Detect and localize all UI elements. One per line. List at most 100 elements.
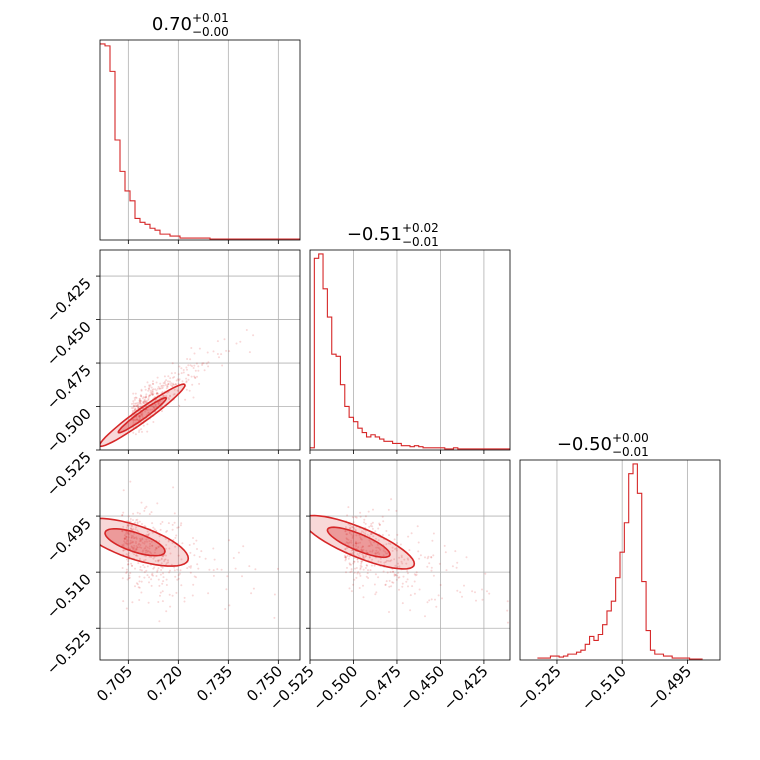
scatter-point (359, 574, 362, 577)
scatter-point (152, 380, 154, 383)
scatter-point (358, 534, 361, 537)
scatter-point (381, 534, 384, 536)
scatter-point (161, 590, 164, 593)
scatter-point (216, 340, 219, 343)
scatter-point (355, 534, 358, 537)
scatter-point (359, 567, 362, 569)
scatter-point (148, 540, 151, 543)
scatter-point (173, 383, 176, 386)
scatter-point (135, 405, 138, 408)
scatter-point (147, 397, 150, 400)
scatter-point (137, 586, 140, 589)
scatter-point (385, 530, 388, 532)
scatter-point (225, 349, 228, 352)
scatter-point (359, 541, 362, 544)
scatter-point (353, 560, 355, 563)
scatter-point (122, 511, 125, 514)
scatter-point (129, 541, 132, 544)
scatter-point (159, 573, 162, 576)
scatter-point (351, 537, 354, 540)
scatter-point (216, 568, 219, 571)
scatter-point (220, 353, 223, 356)
scatter-point (370, 533, 373, 536)
y-tick-label: −0.500 (43, 405, 95, 457)
scatter-point (148, 581, 150, 584)
scatter-point (121, 544, 124, 547)
scatter-point (131, 546, 134, 549)
scatter-point (360, 546, 363, 549)
scatter-point (426, 565, 429, 568)
scatter-point (143, 547, 146, 550)
scatter-point (367, 545, 370, 548)
scatter-point (406, 572, 409, 575)
scatter-point (132, 400, 135, 403)
scatter-point (348, 587, 351, 590)
scatter-point (154, 403, 157, 406)
scatter-point (417, 550, 420, 553)
scatter-point (155, 547, 158, 550)
scatter-point (426, 601, 429, 604)
x-tick-label: −0.450 (396, 662, 448, 714)
scatter-point (133, 553, 136, 556)
scatter-point (138, 399, 141, 402)
scatter-point (150, 578, 153, 581)
scatter-point (373, 583, 376, 586)
scatter-point (134, 405, 137, 407)
scatter-point (136, 518, 139, 521)
scatter-point (138, 586, 141, 589)
scatter-point (152, 574, 154, 577)
scatter-point (130, 536, 133, 539)
scatter-point (161, 386, 164, 389)
contour-level-2 (117, 396, 168, 434)
scatter-point (134, 402, 137, 405)
scatter-point (129, 480, 132, 483)
scatter-point (167, 559, 169, 562)
scatter-point (162, 572, 164, 575)
scatter-point (161, 410, 163, 413)
scatter-point (134, 396, 137, 399)
scatter-point (195, 539, 198, 542)
scatter-point (165, 379, 168, 382)
scatter-point (371, 521, 374, 524)
scatter-point (348, 555, 351, 558)
scatter-point (398, 565, 401, 568)
contour-level-1 (310, 514, 416, 570)
scatter-point (377, 560, 380, 563)
scatter-point (137, 543, 140, 546)
scatter-point (444, 551, 447, 554)
hist-panel-p1 (309, 249, 511, 454)
scatter-point (135, 404, 138, 407)
scatter-point (191, 365, 193, 368)
scatter-point (174, 383, 177, 386)
scatter-point (167, 522, 170, 525)
scatter-panel-p0-p1: −0.525−0.500−0.475−0.450−0.425 (43, 249, 301, 500)
title-median: −0.51 (347, 224, 402, 245)
scatter-point (384, 550, 387, 553)
scatter-point (185, 381, 188, 384)
scatter-point (168, 398, 171, 401)
scatter-point (369, 541, 372, 544)
scatter-point (345, 571, 347, 574)
scatter-point (145, 399, 148, 402)
scatter-point (361, 530, 363, 533)
scatter-point (437, 594, 440, 597)
scatter-point (221, 364, 224, 367)
scatter-point (406, 557, 409, 560)
scatter-point (158, 535, 161, 538)
scatter-point (171, 594, 174, 597)
scatter-point (362, 531, 365, 534)
scatter-point (360, 560, 363, 563)
scatter-point (378, 547, 381, 550)
scatter-point (195, 362, 198, 365)
scatter-point (392, 570, 395, 573)
scatter-point (158, 584, 161, 587)
scatter-point (426, 557, 429, 560)
scatter-point (126, 539, 129, 542)
scatter-point (365, 549, 368, 552)
scatter-point (127, 563, 130, 566)
scatter-point (390, 559, 393, 562)
scatter-point (364, 555, 367, 558)
scatter-point (125, 526, 128, 529)
scatter-point (358, 552, 361, 555)
scatter-point (207, 365, 210, 368)
